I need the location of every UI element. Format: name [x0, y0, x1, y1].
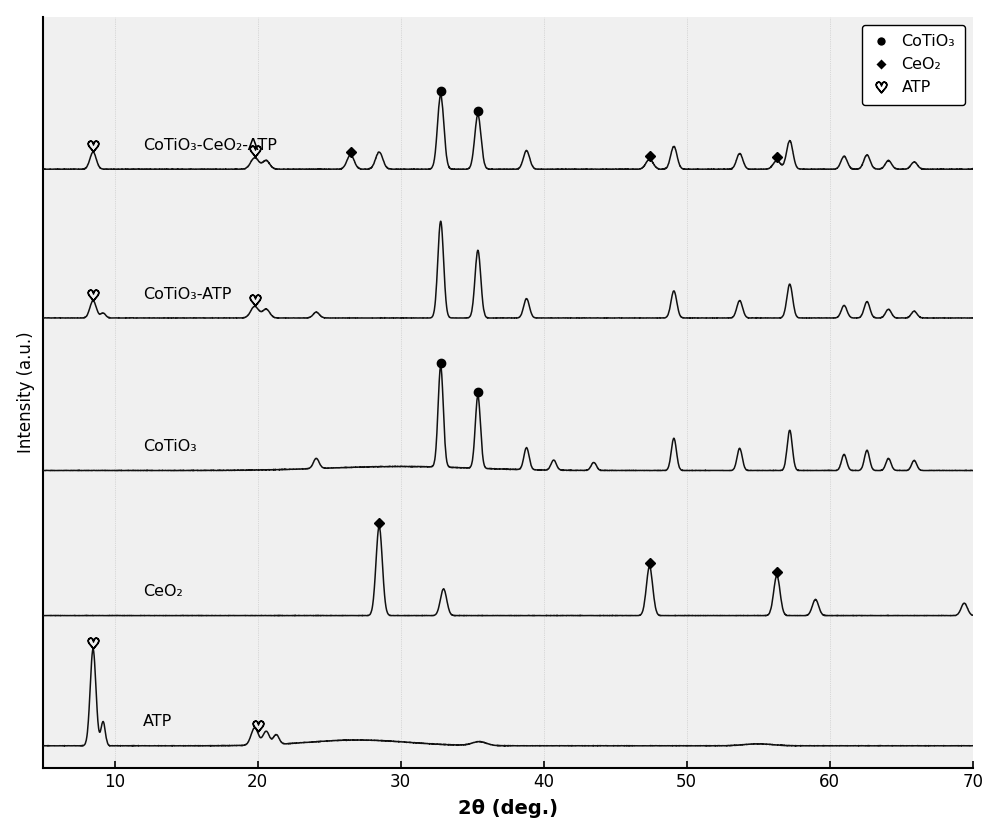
Text: CoTiO₃-CeO₂-ATP: CoTiO₃-CeO₂-ATP [143, 138, 277, 153]
Legend: CoTiO₃, CeO₂, ATP: CoTiO₃, CeO₂, ATP [862, 25, 965, 104]
Text: ATP: ATP [143, 715, 172, 730]
Text: CoTiO₃: CoTiO₃ [143, 439, 197, 454]
Text: CoTiO₃-ATP: CoTiO₃-ATP [143, 286, 232, 301]
X-axis label: 2θ (deg.): 2θ (deg.) [458, 799, 558, 818]
Y-axis label: Intensity (a.u.): Intensity (a.u.) [17, 331, 35, 453]
Text: CeO₂: CeO₂ [143, 584, 183, 600]
